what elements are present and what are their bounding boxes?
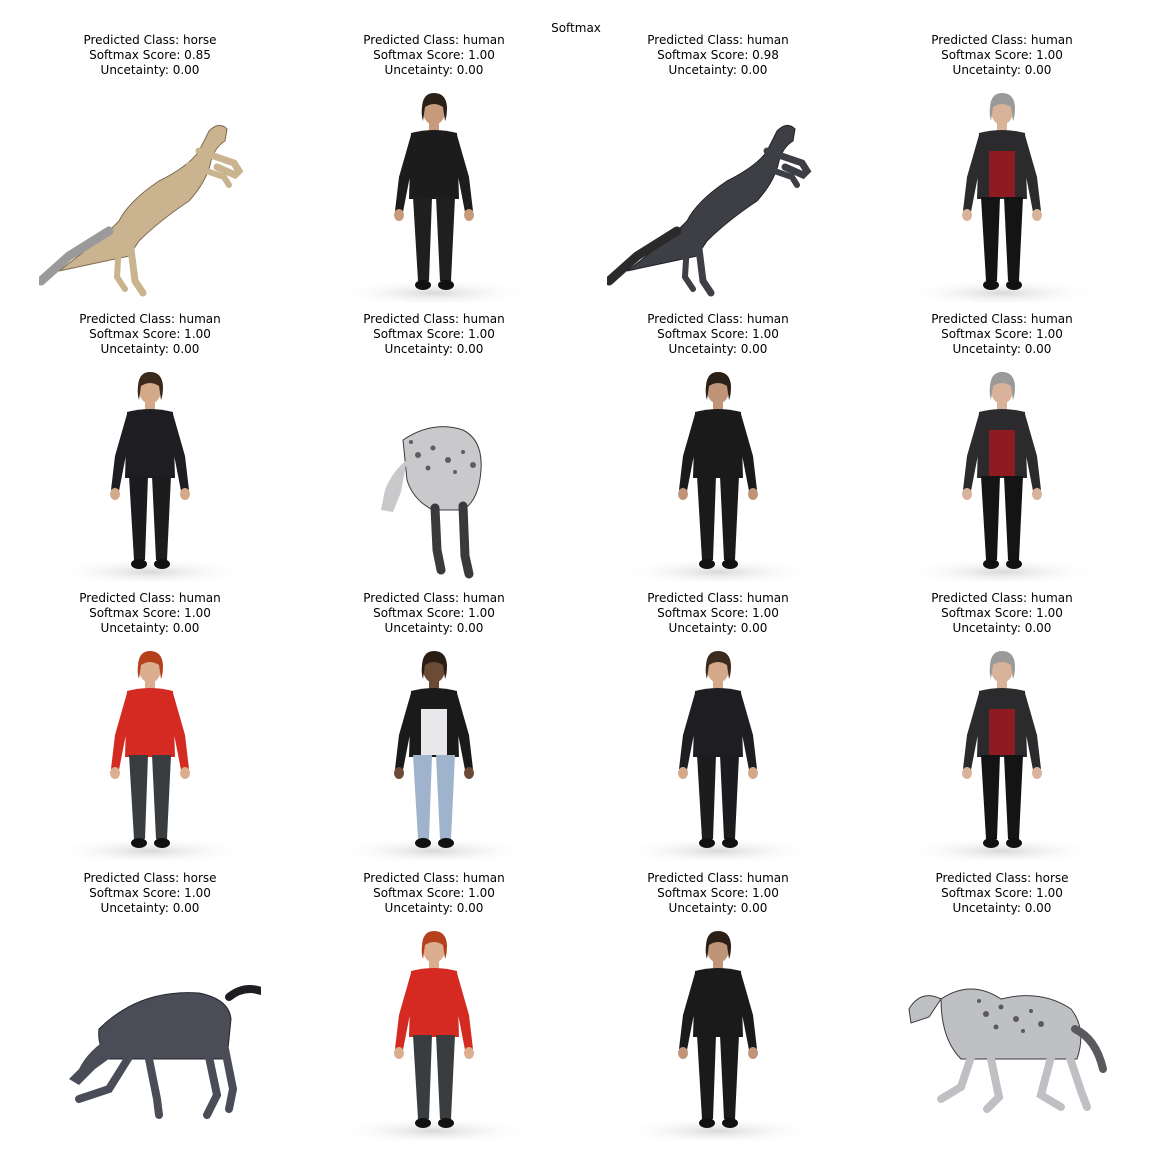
- panel-caption: Predicted Class: horse Softmax Score: 1.0…: [851, 871, 1152, 916]
- uncertainty-label: Uncetainty: 0.00: [952, 621, 1052, 635]
- predicted-class-label: Predicted Class: human: [79, 312, 221, 326]
- uncertainty-label: Uncetainty: 0.00: [668, 342, 768, 356]
- predicted-class-label: Predicted Class: human: [363, 591, 505, 605]
- prediction-panel: Predicted Class: human Softmax Score: 1.0…: [891, 591, 1113, 861]
- human-render-image: [607, 919, 829, 1141]
- panel-caption: Predicted Class: human Softmax Score: 1.0…: [283, 871, 585, 916]
- uncertainty-label: Uncetainty: 0.00: [384, 621, 484, 635]
- softmax-score-label: Softmax Score: 1.00: [373, 327, 495, 341]
- panel-caption: Predicted Class: human Softmax Score: 1.0…: [283, 33, 585, 78]
- predicted-class-label: Predicted Class: human: [79, 591, 221, 605]
- softmax-score-label: Softmax Score: 1.00: [373, 606, 495, 620]
- prediction-panel: Predicted Class: human Softmax Score: 1.0…: [607, 871, 829, 1141]
- predicted-class-label: Predicted Class: human: [931, 312, 1073, 326]
- predicted-class-label: Predicted Class: human: [363, 871, 505, 885]
- softmax-score-label: Softmax Score: 1.00: [941, 886, 1063, 900]
- uncertainty-label: Uncetainty: 0.00: [668, 63, 768, 77]
- prediction-panel: Predicted Class: human Softmax Score: 1.0…: [607, 591, 829, 861]
- softmax-score-label: Softmax Score: 1.00: [941, 606, 1063, 620]
- panel-caption: Predicted Class: human Softmax Score: 1.0…: [283, 312, 585, 357]
- human-render-image: [39, 360, 261, 582]
- predicted-class-label: Predicted Class: horse: [83, 871, 217, 885]
- uncertainty-label: Uncetainty: 0.00: [384, 342, 484, 356]
- softmax-score-label: Softmax Score: 1.00: [657, 606, 779, 620]
- prediction-panel: Predicted Class: human Softmax Score: 0.9…: [607, 33, 829, 297]
- prediction-panel: Predicted Class: human Softmax Score: 1.0…: [323, 871, 545, 1141]
- uncertainty-label: Uncetainty: 0.00: [952, 342, 1052, 356]
- uncertainty-label: Uncetainty: 0.00: [952, 901, 1052, 915]
- softmax-score-label: Softmax Score: 1.00: [941, 48, 1063, 62]
- human-render-image: [323, 639, 545, 861]
- human-render-image: [891, 81, 1113, 303]
- horse-render-image: [323, 360, 545, 582]
- predicted-class-label: Predicted Class: horse: [83, 33, 217, 47]
- human-render-image: [323, 81, 545, 303]
- prediction-panel: Predicted Class: human Softmax Score: 1.0…: [891, 312, 1113, 582]
- prediction-panel: Predicted Class: horse Softmax Score: 1.0…: [39, 871, 261, 1131]
- predicted-class-label: Predicted Class: human: [647, 312, 789, 326]
- predicted-class-label: Predicted Class: human: [647, 33, 789, 47]
- prediction-panel: Predicted Class: horse Softmax Score: 1.0…: [891, 871, 1113, 1131]
- uncertainty-label: Uncetainty: 0.00: [384, 63, 484, 77]
- uncertainty-label: Uncetainty: 0.00: [100, 63, 200, 77]
- human-render-image: [891, 639, 1113, 861]
- horse-render-image: [607, 81, 829, 303]
- prediction-panel: Predicted Class: human Softmax Score: 1.0…: [323, 591, 545, 861]
- softmax-score-label: Softmax Score: 0.85: [89, 48, 211, 62]
- panel-caption: Predicted Class: human Softmax Score: 1.0…: [283, 591, 585, 636]
- uncertainty-label: Uncetainty: 0.00: [668, 901, 768, 915]
- prediction-panel: Predicted Class: human Softmax Score: 1.0…: [39, 312, 261, 582]
- panel-caption: Predicted Class: human Softmax Score: 1.0…: [851, 33, 1152, 78]
- uncertainty-label: Uncetainty: 0.00: [100, 901, 200, 915]
- human-render-image: [607, 639, 829, 861]
- predicted-class-label: Predicted Class: human: [363, 33, 505, 47]
- panel-caption: Predicted Class: human Softmax Score: 1.0…: [851, 591, 1152, 636]
- softmax-score-label: Softmax Score: 1.00: [657, 886, 779, 900]
- human-render-image: [607, 360, 829, 582]
- panel-caption: Predicted Class: human Softmax Score: 0.9…: [567, 33, 869, 78]
- uncertainty-label: Uncetainty: 0.00: [100, 342, 200, 356]
- panel-caption: Predicted Class: human Softmax Score: 1.0…: [567, 312, 869, 357]
- panel-caption: Predicted Class: human Softmax Score: 1.0…: [0, 591, 301, 636]
- predicted-class-label: Predicted Class: human: [647, 871, 789, 885]
- horse-render-image: [891, 919, 1113, 1141]
- panel-caption: Predicted Class: human Softmax Score: 1.0…: [0, 312, 301, 357]
- panel-caption: Predicted Class: human Softmax Score: 1.0…: [567, 591, 869, 636]
- panel-caption: Predicted Class: human Softmax Score: 1.0…: [851, 312, 1152, 357]
- human-render-image: [891, 360, 1113, 582]
- softmax-score-label: Softmax Score: 0.98: [657, 48, 779, 62]
- uncertainty-label: Uncetainty: 0.00: [100, 621, 200, 635]
- softmax-score-label: Softmax Score: 1.00: [657, 327, 779, 341]
- uncertainty-label: Uncetainty: 0.00: [952, 63, 1052, 77]
- predicted-class-label: Predicted Class: human: [363, 312, 505, 326]
- human-render-image: [323, 919, 545, 1141]
- prediction-panel: Predicted Class: horse Softmax Score: 0.8…: [39, 33, 261, 297]
- figure-title: Softmax: [551, 21, 601, 35]
- predicted-class-label: Predicted Class: human: [931, 591, 1073, 605]
- prediction-panel: Predicted Class: human Softmax Score: 1.0…: [39, 591, 261, 861]
- predicted-class-label: Predicted Class: horse: [935, 871, 1069, 885]
- predicted-class-label: Predicted Class: human: [931, 33, 1073, 47]
- uncertainty-label: Uncetainty: 0.00: [668, 621, 768, 635]
- panel-caption: Predicted Class: human Softmax Score: 1.0…: [567, 871, 869, 916]
- panel-caption: Predicted Class: horse Softmax Score: 1.0…: [0, 871, 301, 916]
- predicted-class-label: Predicted Class: human: [647, 591, 789, 605]
- uncertainty-label: Uncetainty: 0.00: [384, 901, 484, 915]
- softmax-score-label: Softmax Score: 1.00: [373, 48, 495, 62]
- softmax-score-label: Softmax Score: 1.00: [89, 606, 211, 620]
- human-render-image: [39, 639, 261, 861]
- horse-render-image: [39, 81, 261, 303]
- prediction-panel: Predicted Class: human Softmax Score: 1.0…: [607, 312, 829, 582]
- prediction-panel: Predicted Class: human Softmax Score: 1.0…: [891, 33, 1113, 303]
- panel-caption: Predicted Class: horse Softmax Score: 0.8…: [0, 33, 301, 78]
- softmax-score-label: Softmax Score: 1.00: [941, 327, 1063, 341]
- horse-render-image: [39, 919, 261, 1141]
- softmax-score-label: Softmax Score: 1.00: [89, 327, 211, 341]
- prediction-panel: Predicted Class: human Softmax Score: 1.0…: [323, 33, 545, 303]
- prediction-panel: Predicted Class: human Softmax Score: 1.0…: [323, 312, 545, 579]
- softmax-score-label: Softmax Score: 1.00: [89, 886, 211, 900]
- softmax-score-label: Softmax Score: 1.00: [373, 886, 495, 900]
